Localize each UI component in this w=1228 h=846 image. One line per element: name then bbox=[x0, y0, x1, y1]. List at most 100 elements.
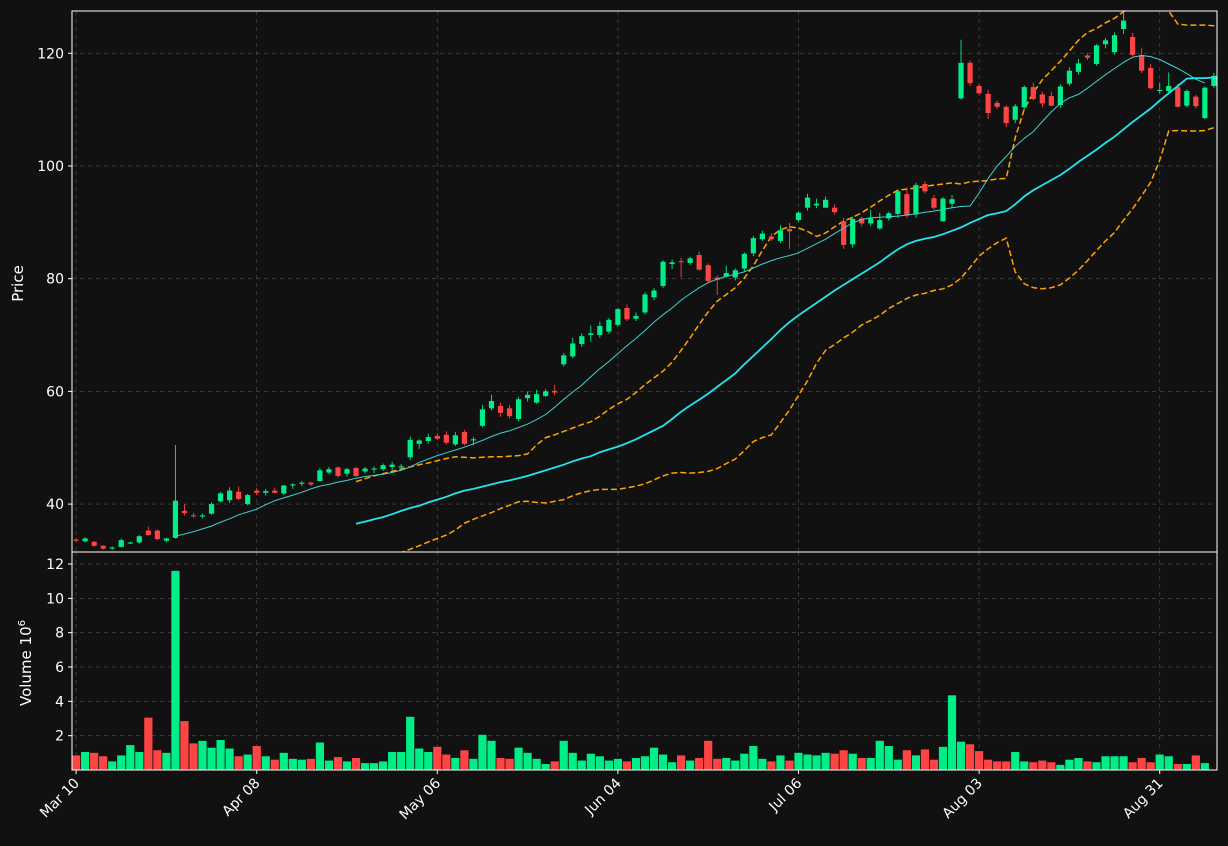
candle-body bbox=[1012, 106, 1018, 120]
volume-bar bbox=[261, 756, 270, 770]
volume-bar bbox=[162, 752, 171, 770]
volume-bar bbox=[848, 753, 857, 770]
candle-body bbox=[1039, 94, 1045, 104]
volume-bar bbox=[415, 748, 424, 770]
volume-bar bbox=[451, 757, 460, 770]
volume-bar bbox=[740, 753, 749, 770]
candle-body bbox=[615, 309, 621, 325]
volume-bar bbox=[577, 760, 586, 770]
candle-body bbox=[994, 102, 1000, 107]
volume-bar bbox=[1056, 764, 1065, 770]
candle-body bbox=[1003, 106, 1009, 124]
volume-bar bbox=[270, 759, 279, 770]
volume-bar bbox=[135, 751, 144, 770]
volume-bar bbox=[1155, 754, 1164, 770]
candle-body bbox=[940, 198, 946, 222]
candle-body bbox=[416, 440, 422, 444]
volume-panel-frame bbox=[71, 551, 1218, 771]
volume-bar bbox=[360, 763, 370, 770]
candle-body bbox=[317, 470, 323, 481]
candle-body bbox=[136, 536, 142, 543]
candle-body bbox=[208, 504, 215, 514]
x-tick-label: Aug 03 bbox=[940, 776, 986, 822]
candle-body bbox=[768, 236, 775, 240]
candle-body bbox=[263, 491, 269, 493]
candle-body bbox=[669, 262, 675, 265]
volume-bar bbox=[550, 761, 559, 770]
volume-bar bbox=[929, 759, 939, 770]
candle-body bbox=[118, 540, 124, 547]
candle-body bbox=[470, 439, 477, 441]
candle-body bbox=[1075, 63, 1082, 72]
candle-body bbox=[804, 197, 811, 208]
volume-bar bbox=[1011, 751, 1020, 770]
volume-bar bbox=[333, 757, 343, 770]
moving-average-slow-line bbox=[355, 76, 1217, 525]
volume-bar bbox=[198, 740, 207, 770]
volume-bar bbox=[658, 754, 668, 770]
volume-bar bbox=[234, 756, 243, 770]
volume-bar bbox=[541, 763, 550, 770]
volume-bar bbox=[514, 747, 523, 770]
candle-body bbox=[217, 493, 224, 502]
volume-bar bbox=[677, 755, 686, 770]
candle-body bbox=[290, 484, 296, 486]
candle-body bbox=[190, 515, 197, 517]
candle-body bbox=[1066, 70, 1072, 84]
candle-body bbox=[1193, 96, 1199, 107]
candle-body bbox=[1084, 55, 1091, 58]
volume-bar bbox=[902, 750, 911, 770]
candle-body bbox=[479, 409, 486, 426]
volume-bar bbox=[884, 745, 893, 770]
volume-bar bbox=[442, 754, 451, 770]
candle-body bbox=[326, 469, 332, 473]
volume-bar bbox=[369, 763, 379, 770]
volume-bar bbox=[1137, 757, 1146, 770]
candle-body bbox=[1120, 20, 1127, 30]
candle-body bbox=[1184, 91, 1190, 106]
x-tick-label: May 06 bbox=[397, 775, 445, 823]
volume-bar bbox=[1029, 762, 1038, 770]
candle-body bbox=[1102, 40, 1109, 45]
candle-body bbox=[398, 466, 404, 468]
volume-bar bbox=[117, 755, 126, 770]
candle-body bbox=[1157, 89, 1163, 92]
volume-bar bbox=[794, 752, 803, 770]
candle-body bbox=[850, 218, 856, 245]
volume-bar bbox=[595, 756, 604, 770]
candle-body bbox=[931, 198, 937, 208]
candle-body bbox=[633, 315, 639, 319]
candle-body bbox=[660, 261, 666, 287]
candle-body bbox=[1148, 67, 1154, 89]
candle-body bbox=[172, 500, 179, 538]
price-panel-frame bbox=[71, 10, 1218, 553]
volume-bar bbox=[523, 752, 532, 770]
candle-body bbox=[1202, 87, 1208, 119]
candle-body bbox=[624, 307, 630, 320]
volume-bar bbox=[776, 755, 785, 770]
volume-bar bbox=[1038, 760, 1047, 770]
candle-body bbox=[1175, 87, 1181, 107]
x-tick-label: Mar 10 bbox=[37, 776, 83, 822]
price-ytick-label: 60 bbox=[46, 384, 64, 400]
candle-body bbox=[922, 184, 928, 192]
candle-body bbox=[958, 62, 964, 99]
volume-bar bbox=[90, 752, 99, 770]
volume-bar bbox=[108, 761, 117, 770]
candle-body bbox=[606, 319, 612, 332]
volume-bar bbox=[1065, 759, 1074, 770]
candle-body bbox=[181, 510, 188, 514]
candle-body bbox=[642, 294, 648, 313]
candle-body bbox=[795, 212, 802, 221]
candle-body bbox=[1166, 85, 1172, 92]
candle-body bbox=[1139, 54, 1145, 71]
candle-body bbox=[976, 85, 982, 94]
candle-body bbox=[1021, 87, 1027, 108]
candle-body bbox=[109, 547, 115, 549]
volume-axis-label: Volume 106 bbox=[17, 620, 35, 706]
x-tick-label: Jul 06 bbox=[766, 775, 806, 815]
volume-bar bbox=[965, 744, 975, 770]
volume-bar bbox=[938, 746, 948, 770]
candle-body bbox=[832, 207, 838, 213]
candle-body bbox=[380, 465, 386, 470]
